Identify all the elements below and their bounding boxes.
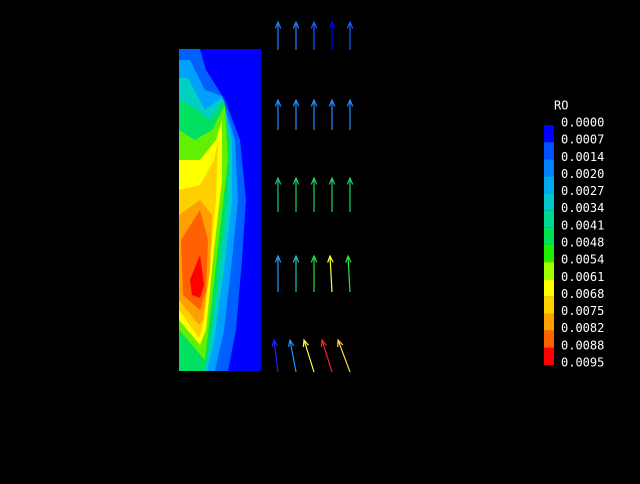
- legend-swatch: [544, 193, 554, 211]
- vector-arrow: [274, 254, 282, 292]
- vector-field: [271, 20, 354, 373]
- vector-arrow: [328, 20, 336, 50]
- legend-swatch: [544, 347, 554, 365]
- vector-arrow: [345, 254, 352, 293]
- legend-label: 0.0082: [561, 321, 604, 335]
- legend: RO 0.0000 0.0007 0.0014 0.0020 0.0027 0.0034 0…: [544, 99, 604, 369]
- vector-arrow: [292, 176, 300, 212]
- legend-swatch: [544, 244, 554, 263]
- vector-arrow: [274, 20, 282, 50]
- vector-arrow: [327, 254, 334, 293]
- legend-label: 0.0054: [561, 253, 604, 267]
- vector-arrow: [287, 338, 297, 373]
- vector-arrow: [310, 98, 318, 130]
- vector-arrow: [274, 98, 282, 130]
- legend-label: 0.0061: [561, 270, 604, 284]
- legend-label: 0.0095: [561, 355, 604, 369]
- legend-label: 0.0041: [561, 218, 604, 232]
- legend-title: RO: [554, 99, 568, 113]
- legend-swatch: [544, 330, 554, 348]
- legend-label: 0.0020: [561, 167, 604, 181]
- vector-arrow: [346, 176, 354, 212]
- vector-arrow: [346, 98, 354, 130]
- legend-swatch: [544, 176, 554, 194]
- legend-label: 0.0034: [561, 201, 604, 215]
- vector-arrow: [328, 176, 336, 212]
- vector-arrow: [310, 176, 318, 212]
- legend-swatch: [544, 262, 554, 280]
- vector-arrow: [274, 176, 282, 212]
- legend-swatch: [544, 159, 554, 177]
- vector-arrow: [292, 98, 300, 130]
- vector-arrow: [310, 254, 318, 292]
- vector-arrow: [328, 98, 336, 130]
- legend-label: 0.0088: [561, 338, 604, 352]
- legend-swatch: [544, 227, 554, 245]
- contour-plot: [179, 49, 261, 371]
- legend-swatch: [544, 210, 554, 228]
- legend-label: 0.0014: [561, 150, 604, 164]
- legend-label: 0.0068: [561, 287, 604, 301]
- legend-label: 0.0048: [561, 235, 604, 249]
- legend-label: 0.0007: [561, 133, 604, 147]
- legend-label: 0.0075: [561, 304, 604, 318]
- legend-swatch: [544, 142, 554, 160]
- legend-swatch: [544, 296, 554, 314]
- vector-arrow: [346, 20, 354, 50]
- legend-swatch: [544, 279, 554, 297]
- vector-arrow: [271, 338, 279, 373]
- vector-arrow: [302, 338, 315, 373]
- legend-swatch: [544, 125, 554, 143]
- legend-label: 0.0000: [561, 116, 604, 130]
- legend-swatch: [544, 313, 554, 331]
- legend-label: 0.0027: [561, 184, 604, 198]
- vector-arrow: [320, 338, 333, 373]
- vector-arrow: [337, 338, 351, 373]
- vector-arrow: [292, 254, 300, 292]
- vector-arrow: [292, 20, 300, 50]
- vector-arrow: [310, 20, 318, 50]
